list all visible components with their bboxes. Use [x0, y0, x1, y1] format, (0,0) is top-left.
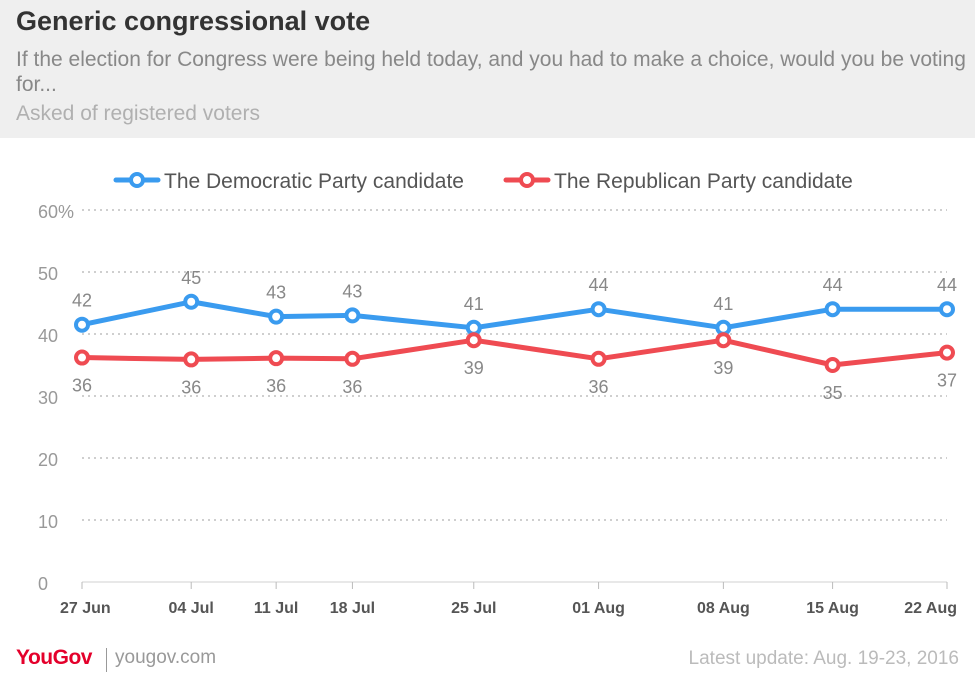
data-point [74, 316, 90, 333]
x-tick-label: 25 Jul [451, 600, 496, 617]
legend-marker [129, 172, 145, 188]
data-point [715, 319, 732, 336]
data-point [939, 301, 955, 318]
data-point [824, 301, 841, 318]
y-tick-label: 30 [38, 388, 58, 408]
x-tick-label: 27 Jun [60, 600, 111, 617]
data-label: 43 [342, 281, 362, 301]
y-tick-label: 0 [38, 574, 48, 594]
legend-label: The Democratic Party candidate [164, 170, 464, 193]
data-point [715, 332, 732, 349]
data-label: 45 [181, 268, 201, 288]
data-label: 42 [72, 291, 92, 311]
x-tick-label: 04 Jul [169, 600, 214, 617]
data-point [590, 301, 607, 318]
chart-note: Asked of registered voters [16, 102, 260, 125]
legend-marker [519, 172, 535, 188]
data-label: 44 [823, 275, 843, 295]
y-tick-label: 40 [38, 326, 58, 346]
data-point [465, 332, 482, 349]
legend-label: The Republican Party candidate [554, 170, 853, 193]
data-label: 37 [937, 371, 957, 391]
series-line [79, 337, 950, 368]
data-label: 39 [464, 358, 484, 378]
line-chart: 0 10 20 30 40 50 60% 27 Jun 04 Jul 11 Jul 18 Jul 25… [38, 170, 957, 617]
chart-header: Generic congressional vote If the electi… [0, 0, 975, 138]
y-tick-label: 60% [38, 202, 74, 222]
data-point [183, 293, 200, 310]
chart-subtitle: If the election for Congress were being … [16, 48, 966, 96]
yougov-logo: YouGov [16, 646, 92, 669]
footer-site-link[interactable]: yougov.com [115, 647, 217, 668]
data-point [268, 308, 285, 325]
data-label: 39 [713, 358, 733, 378]
x-tick-label: 22 Aug [904, 600, 957, 617]
data-label: 43 [266, 283, 286, 303]
x-tick-label: 08 Aug [697, 600, 750, 617]
footer-divider [106, 648, 107, 672]
data-label: 36 [266, 376, 286, 396]
x-tick-label: 11 Jul [254, 600, 298, 617]
data-label: 35 [823, 383, 843, 403]
data-point [74, 349, 90, 366]
data-point [344, 307, 361, 324]
data-label: 36 [342, 377, 362, 397]
latest-update: Latest update: Aug. 19-23, 2016 [688, 648, 959, 669]
chart-title: Generic congressional vote [16, 6, 371, 36]
data-point [268, 350, 285, 367]
data-label: 44 [589, 275, 609, 295]
x-tick-label: 15 Aug [806, 600, 859, 617]
series-line [79, 299, 950, 331]
x-tick-label: 18 Jul [330, 600, 375, 617]
data-label: 36 [72, 376, 92, 396]
data-label: 44 [937, 275, 957, 295]
y-tick-label: 50 [38, 264, 58, 284]
data-label: 36 [181, 377, 201, 397]
data-point [824, 357, 841, 373]
data-label: 41 [713, 294, 733, 314]
data-label: 41 [464, 294, 484, 314]
data-point [939, 344, 955, 361]
data-point [344, 350, 361, 367]
y-tick-label: 10 [38, 512, 58, 532]
y-tick-label: 20 [38, 450, 58, 470]
data-point [183, 351, 200, 368]
data-point [590, 350, 607, 367]
x-tick-label: 01 Aug [572, 600, 625, 617]
data-label: 36 [589, 377, 609, 397]
data-point [465, 319, 482, 336]
